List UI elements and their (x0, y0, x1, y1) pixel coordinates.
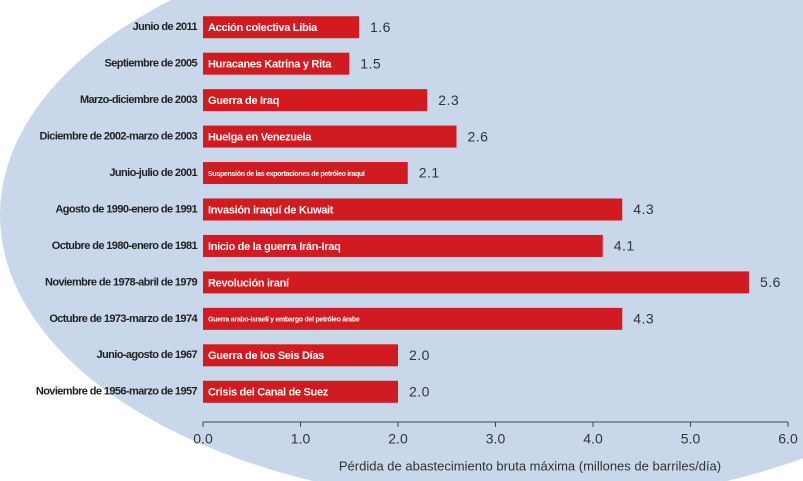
x-tick-label: 1.0 (291, 431, 311, 447)
bar (203, 198, 623, 221)
x-tick-label: 0.0 (193, 431, 213, 447)
value-label: 2.0 (409, 347, 430, 363)
bar (203, 162, 408, 185)
value-label: 1.5 (360, 55, 381, 71)
bar-label: Huracanes Katrina y Rita (208, 59, 332, 71)
value-label: 5.6 (760, 274, 781, 290)
x-tick-label: 6.0 (778, 431, 798, 447)
value-label: 4.3 (633, 201, 654, 217)
x-tick-label: 3.0 (486, 431, 506, 447)
bar (203, 344, 398, 367)
x-tick-label: 5.0 (681, 431, 701, 447)
bar-label: Acción colectiva Libia (208, 22, 318, 34)
y-tick-label: Octubre de 1973-marzo de 1974 (49, 313, 198, 325)
bar-label: Invasión iraquí de Kuwait (208, 204, 334, 216)
bar (203, 307, 623, 330)
bar-label: Guerra de los Seis Días (208, 350, 324, 362)
bar-label: Crisis del Canal de Suez (208, 387, 329, 399)
y-tick-label: Marzo-diciembre de 2003 (80, 94, 198, 106)
bar (203, 125, 457, 148)
value-label: 4.1 (614, 238, 635, 254)
value-label: 2.3 (438, 92, 459, 108)
x-tick-label: 2.0 (388, 431, 408, 447)
bar-label: Guerra de Iraq (208, 95, 279, 107)
y-tick-label: Septiembre de 2005 (104, 58, 197, 70)
bar (203, 52, 350, 75)
value-label: 2.0 (409, 383, 430, 399)
bar-label: Revolución iraní (208, 277, 290, 289)
x-tick-label: 4.0 (583, 431, 603, 447)
bar-label: Inicio de la guerra Irán-Iraq (208, 241, 341, 253)
bar-label: Suspensión de las exportaciones de petró… (208, 171, 366, 178)
value-label: 4.3 (633, 311, 654, 327)
bar (203, 271, 749, 294)
y-tick-label: Noviembre de 1956-marzo de 1957 (36, 386, 198, 398)
y-tick-label: Junio de 2011 (133, 21, 198, 33)
y-tick-label: Agosto de 1990-enero de 1991 (55, 203, 197, 215)
value-label: 1.6 (370, 19, 391, 35)
bar (203, 89, 428, 112)
bar-label: Guerra arabo-israelí y embargo del petró… (208, 317, 360, 324)
bar (203, 380, 398, 403)
bar (203, 234, 603, 257)
bar-label: Huelga en Venezuela (208, 131, 312, 143)
value-label: 2.6 (468, 128, 489, 144)
bar (203, 16, 359, 39)
x-axis-title: Pérdida de abastecimiento bruta máxima (… (339, 458, 721, 473)
y-tick-label: Octubre de 1980-enero de 1981 (52, 240, 198, 252)
y-tick-label: Noviembre de 1978-abril de 1979 (45, 276, 197, 288)
value-label: 2.1 (419, 165, 440, 181)
y-tick-label: Junio-julio de 2001 (109, 167, 197, 179)
y-tick-label: Junio-agosto de 1967 (97, 349, 198, 361)
y-tick-label: Diciembre de 2002-marzo de 2003 (40, 130, 198, 142)
